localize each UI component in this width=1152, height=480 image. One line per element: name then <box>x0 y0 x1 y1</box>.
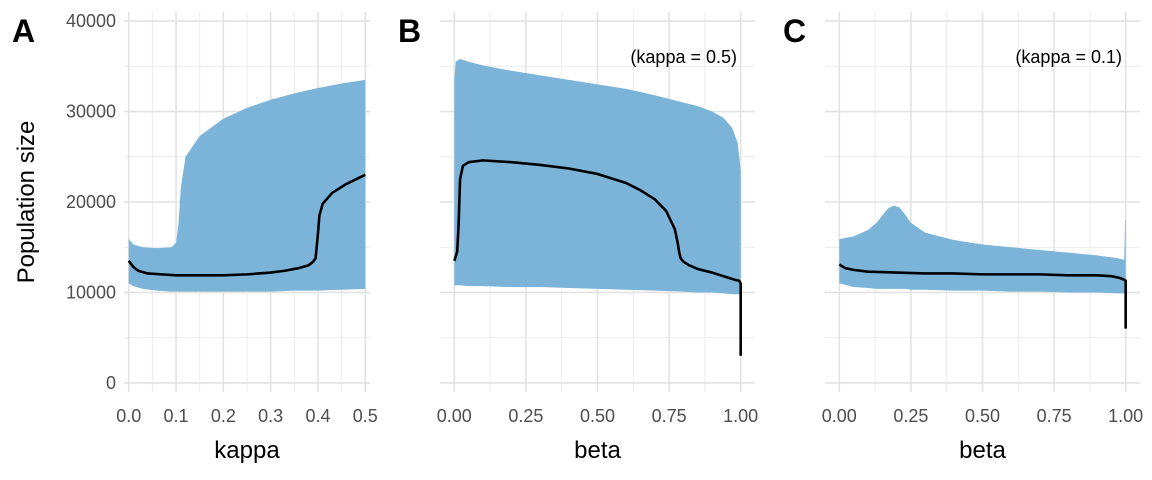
y-tick-label: 40000 <box>66 11 116 31</box>
x-tick-label: 0.50 <box>580 406 615 426</box>
panel-a: 0.0 0.1 0.2 0.3 0.4 0.5 0 10000 20000 30000 40000 k… <box>12 11 378 464</box>
mean-line <box>453 159 742 356</box>
y-tick-label: 20000 <box>66 192 116 212</box>
grid <box>825 12 1140 392</box>
panel-tag: B <box>398 13 421 49</box>
x-tick-label: 0.75 <box>1037 406 1072 426</box>
x-axis-title: beta <box>574 437 621 464</box>
x-axis-title: kappa <box>214 437 280 464</box>
x-tick-label: 0.2 <box>211 406 236 426</box>
x-tick-label: 0.3 <box>258 406 283 426</box>
annotation-label: (kappa = 0.1) <box>1015 47 1122 67</box>
x-tick-label: 0.25 <box>508 406 543 426</box>
x-tick-label: 0.4 <box>305 406 330 426</box>
x-tick-label: 0.00 <box>437 406 472 426</box>
annotation-label: (kappa = 0.5) <box>630 47 737 67</box>
panel-tag: A <box>12 13 35 49</box>
x-tick-label: 0.25 <box>893 406 928 426</box>
ribbon-area <box>128 79 366 292</box>
x-tick-label: 0.50 <box>965 406 1000 426</box>
x-tick-label: 0.1 <box>164 406 189 426</box>
x-tick-label: 0.00 <box>822 406 857 426</box>
mean-line <box>127 173 366 277</box>
y-axis-title: Population size <box>13 121 40 284</box>
ribbon-area <box>454 59 741 295</box>
x-tick-label: 1.00 <box>1108 406 1143 426</box>
mean-line <box>838 263 1127 329</box>
y-tick-label: 0 <box>106 373 116 393</box>
x-tick-label: 0.5 <box>353 406 378 426</box>
y-tick-label: 30000 <box>66 102 116 122</box>
panel-c: 0.00 0.25 0.50 0.75 1.00 beta C (kappa = 0.1) <box>783 12 1143 464</box>
panel-tag: C <box>783 13 806 49</box>
x-tick-label: 0.0 <box>116 406 141 426</box>
y-tick-label: 10000 <box>66 282 116 302</box>
panel-b: 0.00 0.25 0.50 0.75 1.00 beta B (kappa = 0.5) <box>398 12 758 464</box>
x-axis-title: beta <box>959 437 1006 464</box>
x-tick-label: 0.75 <box>652 406 687 426</box>
x-tick-label: 1.00 <box>723 406 758 426</box>
ribbon-area <box>839 205 1126 294</box>
